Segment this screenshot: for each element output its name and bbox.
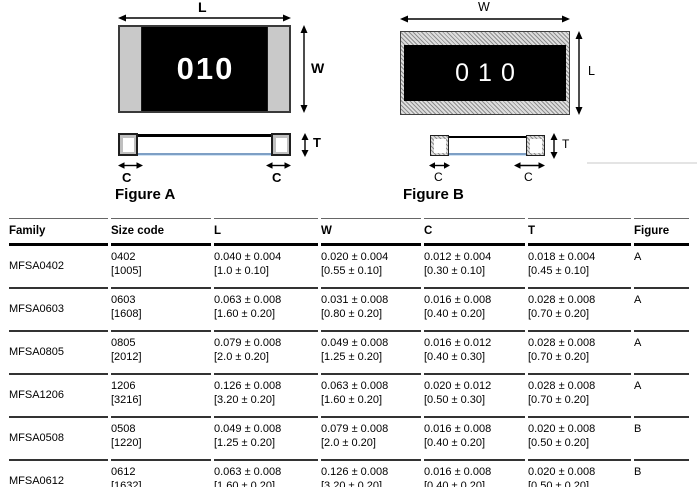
fig-a-width-arrow xyxy=(300,25,308,113)
fig-b-top-view: 010 xyxy=(400,31,570,115)
cell-family: MFSA0805 xyxy=(9,332,108,375)
fig-a-top-view: 010 xyxy=(118,25,291,113)
fig-b-length-label: L xyxy=(588,64,595,78)
cell-dim-c: 0.012 ± 0.004 [0.30 ± 0.10] xyxy=(424,246,525,289)
cell-size-code: 0603 [1608] xyxy=(111,289,211,332)
fig-a-caption: Figure A xyxy=(115,186,176,203)
cell-figure-ref: B xyxy=(634,418,689,461)
table-row: MFSA0508 0508 [1220] 0.049 ± 0.008 [1.25 ± 0… xyxy=(9,418,689,461)
table-row: MFSA0612 0612 [1632] 0.063 ± 0.008 [1.60 ± 0… xyxy=(9,461,689,487)
cell-family: MFSA0508 xyxy=(9,418,108,461)
fig-a-side-view xyxy=(118,133,291,156)
cell-dim-c: 0.016 ± 0.008 [0.40 ± 0.20] xyxy=(424,461,525,487)
cell-size-code: 0805 [2012] xyxy=(111,332,211,375)
col-header-w: W xyxy=(321,218,421,246)
fig-b-caption: Figure B xyxy=(403,186,464,203)
fig-b-side-left-cap xyxy=(430,135,449,156)
cell-dim-t: 0.028 ± 0.008 [0.70 ± 0.20] xyxy=(528,289,631,332)
cell-dim-c: 0.016 ± 0.008 [0.40 ± 0.20] xyxy=(424,418,525,461)
cell-family: MFSA0612 xyxy=(9,461,108,487)
cell-figure-ref: A xyxy=(634,375,689,418)
cell-figure-ref: A xyxy=(634,332,689,375)
fig-a-c-arrow-left xyxy=(118,162,143,169)
cell-dim-c: 0.016 ± 0.008 [0.40 ± 0.20] xyxy=(424,289,525,332)
fig-b-c-arrow-right xyxy=(514,162,545,169)
fig-a-resistor-marking: 010 xyxy=(176,51,235,86)
spec-table-body: MFSA0402 0402 [1005] 0.040 ± 0.004 [1.0 ± 0.… xyxy=(9,246,689,487)
cell-dim-t: 0.028 ± 0.008 [0.70 ± 0.20] xyxy=(528,332,631,375)
fig-a-right-terminal xyxy=(267,27,289,111)
fig-b-length-arrow xyxy=(575,31,583,115)
fig-a-c-label-right: C xyxy=(272,170,282,185)
cell-dim-w: 0.020 ± 0.004 [0.55 ± 0.10] xyxy=(321,246,421,289)
cell-family: MFSA0402 xyxy=(9,246,108,289)
cell-dim-t: 0.018 ± 0.004 [0.45 ± 0.10] xyxy=(528,246,631,289)
fig-a-thickness-arrow xyxy=(301,133,309,157)
dimension-spec-table: Family Size code L W C T Figure MFSA0402… xyxy=(6,218,692,487)
cell-dim-t: 0.020 ± 0.008 [0.50 ± 0.20] xyxy=(528,461,631,487)
header-row: Family Size code L W C T Figure xyxy=(9,218,689,246)
fig-b-c-arrow-left xyxy=(429,162,450,169)
cell-dim-l: 0.063 ± 0.008 [1.60 ± 0.20] xyxy=(214,461,318,487)
fig-b-resistor-marking: 010 xyxy=(455,58,524,87)
cell-dim-t: 0.020 ± 0.008 [0.50 ± 0.20] xyxy=(528,418,631,461)
cell-figure-ref: B xyxy=(634,461,689,487)
table-row: MFSA0805 0805 [2012] 0.079 ± 0.008 [2.0 ± 0.… xyxy=(9,332,689,375)
cell-dim-w: 0.063 ± 0.008 [1.60 ± 0.20] xyxy=(321,375,421,418)
fig-b-body: 010 xyxy=(404,45,566,101)
fig-a-side-body xyxy=(133,134,276,155)
cell-dim-l: 0.049 ± 0.008 [1.25 ± 0.20] xyxy=(214,418,318,461)
fig-a-c-arrow-right xyxy=(266,162,291,169)
cell-dim-l: 0.063 ± 0.008 [1.60 ± 0.20] xyxy=(214,289,318,332)
cell-size-code: 0612 [1632] xyxy=(111,461,211,487)
col-header-size-code: Size code xyxy=(111,218,211,246)
cell-dim-w: 0.031 ± 0.008 [0.80 ± 0.20] xyxy=(321,289,421,332)
fig-b-c-label-right: C xyxy=(524,170,533,184)
spec-table-header: Family Size code L W C T Figure xyxy=(9,218,689,246)
fig-a-left-terminal xyxy=(120,27,142,111)
cell-dim-l: 0.079 ± 0.008 [2.0 ± 0.20] xyxy=(214,332,318,375)
cell-dim-l: 0.126 ± 0.008 [3.20 ± 0.20] xyxy=(214,375,318,418)
col-header-family: Family xyxy=(9,218,108,246)
cell-dim-c: 0.020 ± 0.012 [0.50 ± 0.30] xyxy=(424,375,525,418)
fig-b-thickness-arrow xyxy=(550,133,558,159)
cell-figure-ref: A xyxy=(634,246,689,289)
fig-a-length-arrow xyxy=(118,14,291,22)
fig-b-side-view xyxy=(430,135,545,156)
fig-a-side-left-cap xyxy=(118,133,138,156)
fig-b-width-label: W xyxy=(478,0,490,14)
table-row: MFSA0603 0603 [1608] 0.063 ± 0.008 [1.60 ± 0… xyxy=(9,289,689,332)
cell-family: MFSA1206 xyxy=(9,375,108,418)
cell-size-code: 0508 [1220] xyxy=(111,418,211,461)
fig-a-width-label: W xyxy=(311,60,325,76)
table-row: MFSA1206 1206 [3216] 0.126 ± 0.008 [3.20 ± 0… xyxy=(9,375,689,418)
col-header-c: C xyxy=(424,218,525,246)
fig-b-c-label-left: C xyxy=(434,170,443,184)
col-header-figure: Figure xyxy=(634,218,689,246)
fig-b-width-arrow xyxy=(400,15,570,23)
cell-size-code: 1206 [3216] xyxy=(111,375,211,418)
fig-a-length-label: L xyxy=(198,0,207,15)
cell-dim-l: 0.040 ± 0.004 [1.0 ± 0.10] xyxy=(214,246,318,289)
col-header-t: T xyxy=(528,218,631,246)
cell-dim-w: 0.049 ± 0.008 [1.25 ± 0.20] xyxy=(321,332,421,375)
fig-b-side-body xyxy=(444,136,531,155)
fig-b-thickness-label: T xyxy=(562,137,570,151)
cell-size-code: 0402 [1005] xyxy=(111,246,211,289)
cell-family: MFSA0603 xyxy=(9,289,108,332)
fig-a-side-right-cap xyxy=(271,133,291,156)
cell-figure-ref: A xyxy=(634,289,689,332)
fig-a-c-label-left: C xyxy=(122,170,132,185)
fig-a-thickness-label: T xyxy=(313,135,321,150)
scan-artifact-line xyxy=(587,162,697,164)
col-header-l: L xyxy=(214,218,318,246)
cell-dim-w: 0.079 ± 0.008 [2.0 ± 0.20] xyxy=(321,418,421,461)
cell-dim-c: 0.016 ± 0.012 [0.40 ± 0.30] xyxy=(424,332,525,375)
table-row: MFSA0402 0402 [1005] 0.040 ± 0.004 [1.0 ± 0.… xyxy=(9,246,689,289)
cell-dim-w: 0.126 ± 0.008 [3.20 ± 0.20] xyxy=(321,461,421,487)
cell-dim-t: 0.028 ± 0.008 [0.70 ± 0.20] xyxy=(528,375,631,418)
fig-b-side-right-cap xyxy=(526,135,545,156)
